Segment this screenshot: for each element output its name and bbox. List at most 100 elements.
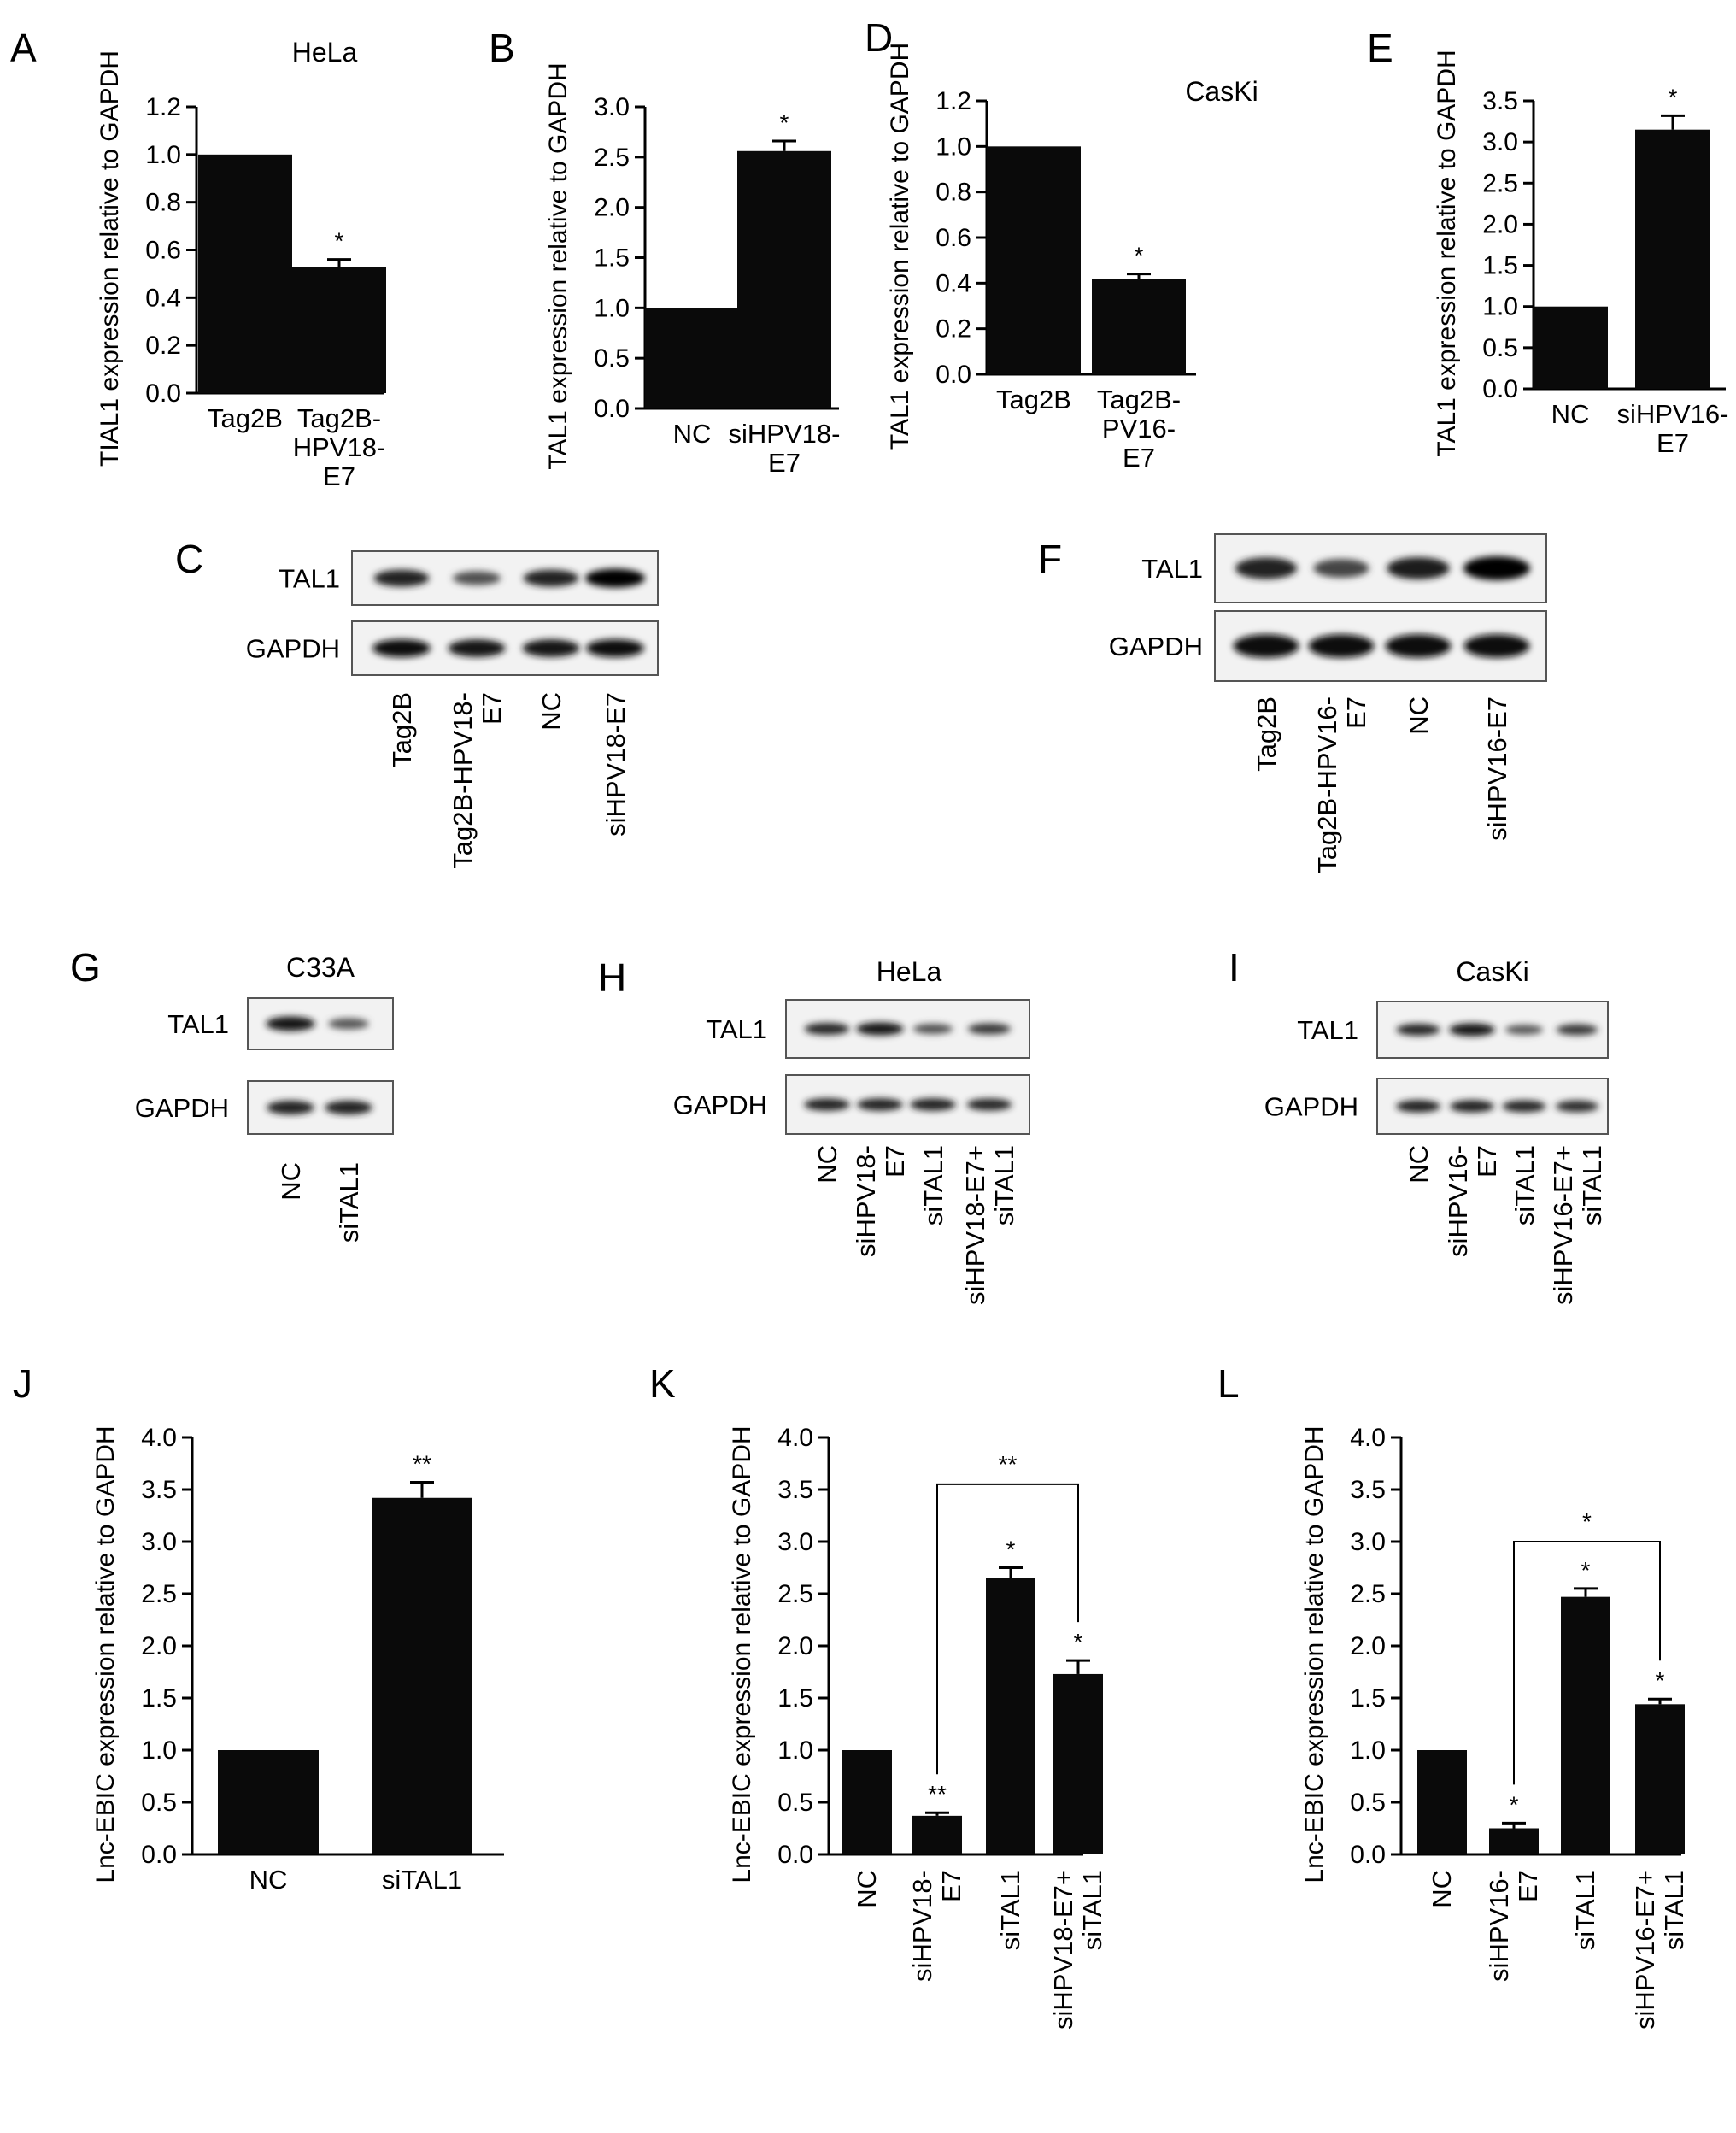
- category-label: Tag2B: [208, 403, 283, 433]
- blot-c: C TAL1 GAPDH Tag2B Tag2B-HPV18- E7 NC siHPV18-E…: [175, 537, 659, 869]
- category-label: Tag2B-: [1097, 385, 1181, 414]
- y-tick-label: 1.0: [935, 132, 971, 161]
- lane-label: siHPV18-E7: [601, 692, 630, 837]
- blot-title: C33A: [286, 952, 355, 983]
- blot-band: [585, 568, 645, 588]
- y-axis-label: TAL1 expression relative to GAPDH: [886, 43, 914, 450]
- blot-band: [373, 569, 430, 587]
- category-label: E7: [768, 448, 801, 478]
- y-tick-label: 3.5: [1482, 87, 1518, 115]
- panel-label: K: [649, 1361, 676, 1406]
- blot-band: [1555, 1100, 1599, 1113]
- bar: [198, 154, 292, 394]
- y-tick-label: 1.5: [1350, 1684, 1386, 1713]
- comparison-bracket: [1513, 1541, 1661, 1785]
- bar: [912, 1815, 962, 1854]
- panel-label: I: [1229, 945, 1240, 990]
- blot-band: [1396, 1023, 1440, 1037]
- panel-label: J: [13, 1361, 32, 1406]
- chart-j: J 0.0 0.5 1.0 1.5 2.0 2.5 3.0 3.5 4.0 Lnc-EBIC exp…: [13, 1361, 504, 1895]
- y-tick-label: 3.5: [141, 1476, 177, 1504]
- bar: [218, 1750, 319, 1854]
- significance-marker: *: [1581, 1557, 1591, 1584]
- protein-label: TAL1: [167, 1009, 229, 1039]
- category-label: siTAL1: [1659, 1870, 1689, 1950]
- blot-band: [1235, 557, 1298, 579]
- y-tick-label: 2.0: [1350, 1632, 1386, 1660]
- y-axis-label: TIAL1 expression relative to GAPDH: [96, 50, 124, 467]
- bar: [645, 308, 739, 408]
- y-tick-label: 1.0: [1350, 1736, 1386, 1765]
- blot-band: [857, 1098, 903, 1111]
- y-tick-label: 0.0: [935, 361, 971, 389]
- y-tick-label: 2.5: [594, 144, 630, 172]
- lane-label: E7: [477, 692, 507, 725]
- category-label: siTAL1: [382, 1865, 462, 1895]
- y-tick-label: 0.4: [935, 269, 971, 297]
- blot-band: [967, 1023, 1012, 1035]
- significance-marker: *: [1510, 1791, 1519, 1818]
- protein-label: GAPDH: [673, 1090, 767, 1120]
- y-tick-label: 0.5: [777, 1789, 813, 1817]
- lane-label: siTAL1: [1577, 1145, 1607, 1225]
- blot-band: [372, 638, 431, 658]
- lane-label: siHPV16-: [1443, 1145, 1473, 1257]
- y-tick-label: 2.0: [141, 1632, 177, 1660]
- lane-label: E7: [880, 1145, 910, 1178]
- category-label: siHPV18-E7+: [1048, 1870, 1078, 2030]
- bar: [987, 146, 1081, 375]
- blot-band: [1556, 1024, 1598, 1036]
- lane-label: Tag2B: [387, 692, 417, 767]
- chart-e: E 0.0 0.5 1.0 1.5 2.0 2.5 3.0 3.5 TAL1 expression…: [1367, 26, 1728, 458]
- lane-label: NC: [812, 1145, 842, 1184]
- bar: [1053, 1673, 1103, 1854]
- category-label: E7: [936, 1870, 966, 1902]
- significance-marker: *: [1006, 1537, 1016, 1563]
- y-tick-label: 0.8: [935, 179, 971, 207]
- significance-marker: *: [1656, 1667, 1665, 1694]
- lane-label: siTAL1: [989, 1145, 1019, 1225]
- y-axis-label: Lnc-EBIC expression relative to GAPDH: [728, 1425, 756, 1883]
- category-label: siHPV16-: [1617, 399, 1729, 429]
- significance-marker: **: [928, 1781, 947, 1807]
- lane-label: Tag2B: [1252, 696, 1281, 772]
- protein-label: TAL1: [706, 1014, 767, 1044]
- y-tick-label: 1.0: [777, 1736, 813, 1765]
- y-tick-label: 0.0: [145, 379, 181, 408]
- y-tick-label: 0.5: [1482, 334, 1518, 362]
- y-tick-label: 1.2: [935, 87, 971, 115]
- category-label: E7: [1513, 1870, 1543, 1902]
- significance-marker: *: [780, 109, 789, 136]
- blot-band: [912, 1024, 953, 1034]
- bar: [1489, 1828, 1539, 1854]
- blot-band: [267, 1100, 314, 1115]
- category-label: NC: [1551, 399, 1590, 429]
- y-tick-label: 3.0: [594, 93, 630, 121]
- y-axis-label: TAL1 expression relative to GAPDH: [1433, 50, 1461, 456]
- protein-label: TAL1: [1141, 554, 1203, 584]
- comparison-bracket: [936, 1483, 1079, 1775]
- y-tick-label: 1.0: [141, 1736, 177, 1765]
- protein-label: GAPDH: [1109, 632, 1203, 661]
- category-label: Tag2B: [996, 385, 1071, 414]
- panel-label: H: [598, 955, 626, 1000]
- bar: [1635, 1704, 1685, 1854]
- blot-band: [328, 1018, 369, 1030]
- bar: [1533, 306, 1608, 389]
- blot-band: [1463, 634, 1530, 658]
- lane-label: siTAL1: [918, 1145, 948, 1225]
- lane-label: NC: [1404, 1145, 1434, 1184]
- blot-band: [856, 1022, 904, 1036]
- y-tick-label: 0.8: [145, 189, 181, 217]
- chart-k: K 0.0 0.5 1.0 1.5 2.0 2.5 3.0 3.5 4.0 Lnc-EBIC exp…: [649, 1361, 1107, 2030]
- protein-label: TAL1: [279, 564, 340, 594]
- lane-label: Tag2B-HPV18-: [448, 692, 478, 869]
- protein-label: TAL1: [1297, 1015, 1358, 1045]
- category-label: E7: [323, 461, 355, 491]
- y-tick-label: 0.0: [1350, 1841, 1386, 1869]
- blot-band: [1387, 557, 1450, 579]
- y-tick-label: 1.0: [1482, 293, 1518, 321]
- y-tick-label: 1.5: [1482, 252, 1518, 280]
